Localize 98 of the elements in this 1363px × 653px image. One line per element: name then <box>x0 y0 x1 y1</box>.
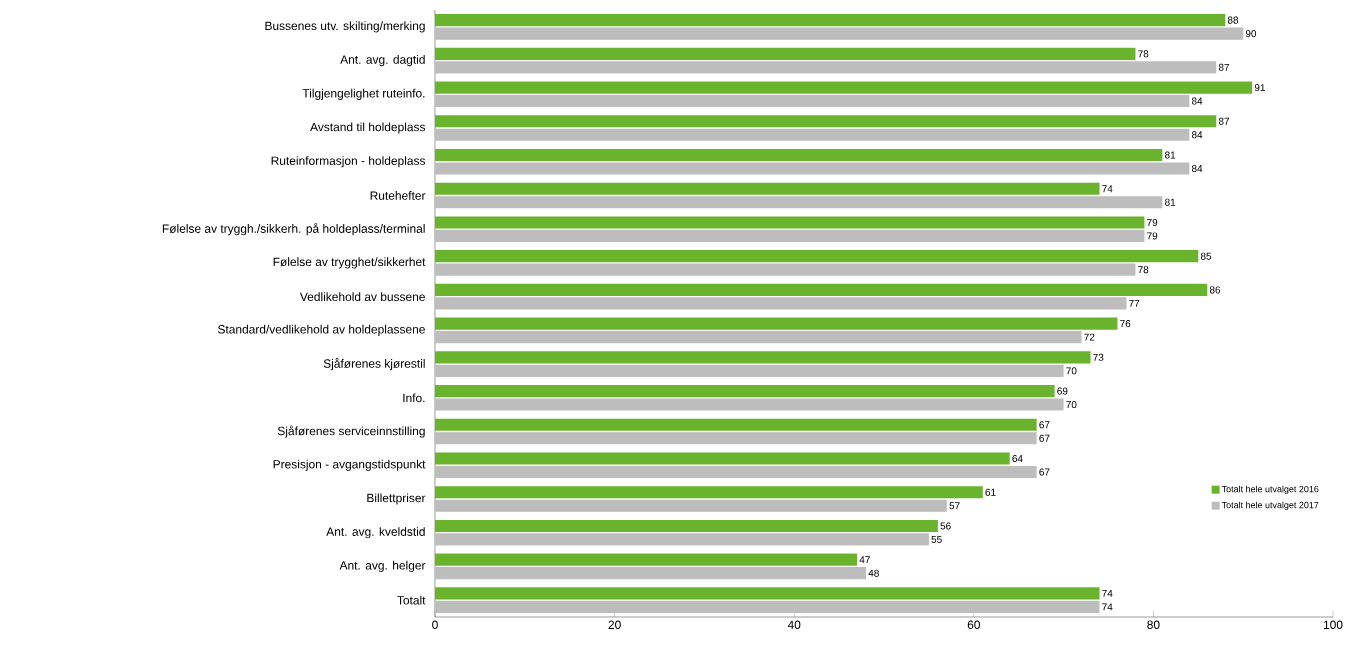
data-label: 76 <box>1120 320 1131 328</box>
data-label: 79 <box>1147 232 1158 240</box>
y-tick-label: Følelse av tryggh./sikkerh. på holdeplass/terminal <box>162 223 425 236</box>
data-label: 57 <box>949 502 960 510</box>
data-label: 74 <box>1102 589 1113 597</box>
x-tick-label: 20 <box>608 620 621 629</box>
data-label: 70 <box>1066 401 1077 409</box>
bar <box>435 317 1118 330</box>
y-tick-label: Info. <box>403 393 425 403</box>
data-label: 78 <box>1138 50 1149 58</box>
bar <box>435 398 1064 411</box>
data-label: 87 <box>1218 63 1230 71</box>
y-tick-label: Sjåførenes kjørestil <box>323 358 425 371</box>
y-tick-label: Ant. avg. dagtid <box>340 55 425 67</box>
bar <box>435 465 1037 479</box>
bar <box>435 81 1253 94</box>
y-tick-label: Rutehefter <box>370 191 426 200</box>
bar <box>435 94 1190 108</box>
bar <box>435 587 1100 600</box>
data-label: 87 <box>1218 117 1230 125</box>
y-tick-label: Bussenes utv. skilting/merking <box>265 21 425 33</box>
y-tick-label: Vedlikehold av bussene <box>299 292 425 302</box>
y-tick-label: Billettpriser <box>367 493 426 505</box>
y-tick-label: Ruteinformasjon - holdeplass <box>271 156 426 168</box>
x-tick-label: 80 <box>1147 620 1160 629</box>
data-label: 90 <box>1245 30 1257 38</box>
y-tick-label: Standard/vedlikehold av holdeplassene <box>218 324 425 336</box>
bar <box>435 128 1190 141</box>
bar <box>435 331 1082 344</box>
data-label: 91 <box>1254 84 1265 92</box>
data-label: 81 <box>1165 198 1176 206</box>
bar <box>435 250 1199 263</box>
y-tick-label: Sjåførenes serviceinnstilling <box>277 425 425 438</box>
data-label: 84 <box>1191 131 1203 139</box>
data-label: 78 <box>1138 266 1149 274</box>
bar <box>435 263 1136 276</box>
bar <box>435 553 858 566</box>
bar <box>435 385 1055 398</box>
bar <box>435 351 1091 364</box>
bar <box>435 196 1163 209</box>
bar <box>435 364 1064 377</box>
x-tick-label: 100 <box>1323 620 1343 629</box>
y-tick-label: Tilgjengelighet ruteinfo. <box>302 88 425 100</box>
legend-label: Totalt hele utvalget 2017 <box>1221 501 1319 510</box>
data-label: 79 <box>1147 218 1158 226</box>
bar <box>435 27 1244 40</box>
y-tick-label: Totalt <box>397 595 426 605</box>
data-label: 55 <box>931 535 942 543</box>
data-label: 74 <box>1102 603 1113 611</box>
bar <box>435 533 929 546</box>
bar <box>435 452 1010 465</box>
data-label: 86 <box>1209 286 1221 294</box>
bar <box>435 418 1037 431</box>
bar <box>435 115 1217 128</box>
y-tick-label: Avstand til holdeplass <box>310 122 426 134</box>
x-tick-label: 40 <box>787 620 801 629</box>
bar <box>435 499 947 512</box>
data-label: 67 <box>1039 421 1050 429</box>
bar <box>435 229 1145 243</box>
bar <box>435 14 1226 27</box>
data-label: 84 <box>1191 97 1203 105</box>
y-tick-label: Ant. avg. helger <box>339 560 426 572</box>
data-label: 74 <box>1102 185 1113 193</box>
y-tick-label: Ant. avg. kveldstid <box>326 527 425 539</box>
data-label: 61 <box>985 488 996 496</box>
legend-label: Totalt hele utvalget 2016 <box>1221 485 1319 495</box>
bar <box>435 61 1217 74</box>
bar <box>435 283 1208 296</box>
data-label: 67 <box>1039 468 1050 476</box>
data-label: 67 <box>1039 434 1050 442</box>
y-tick-label: Presisjon - avgangstidspunkt <box>273 459 426 471</box>
data-label: 72 <box>1084 333 1095 341</box>
data-label: 73 <box>1093 353 1104 361</box>
data-label: 56 <box>940 522 951 530</box>
data-label: 81 <box>1165 151 1176 159</box>
bar <box>435 148 1163 162</box>
bar <box>435 567 867 580</box>
data-label: 70 <box>1066 367 1077 375</box>
bar <box>435 600 1100 613</box>
data-label: 84 <box>1191 164 1203 173</box>
bar <box>435 297 1127 310</box>
bar <box>435 182 1100 195</box>
data-label: 88 <box>1227 16 1239 24</box>
data-label: 85 <box>1200 252 1212 260</box>
data-label: 69 <box>1057 387 1068 395</box>
data-label: 77 <box>1129 299 1140 307</box>
data-label: 64 <box>1012 454 1023 463</box>
bar <box>435 519 938 533</box>
x-tick-label: 60 <box>967 620 980 629</box>
bar <box>435 432 1037 445</box>
data-label: 47 <box>859 556 870 564</box>
bar <box>435 162 1190 175</box>
bar <box>435 47 1136 60</box>
x-tick-label: 0 <box>432 620 438 629</box>
data-label: 48 <box>868 569 879 577</box>
bar <box>435 216 1145 229</box>
bar <box>435 486 983 499</box>
y-tick-label: Følelse av trygghet/sikkerhet <box>273 257 426 269</box>
